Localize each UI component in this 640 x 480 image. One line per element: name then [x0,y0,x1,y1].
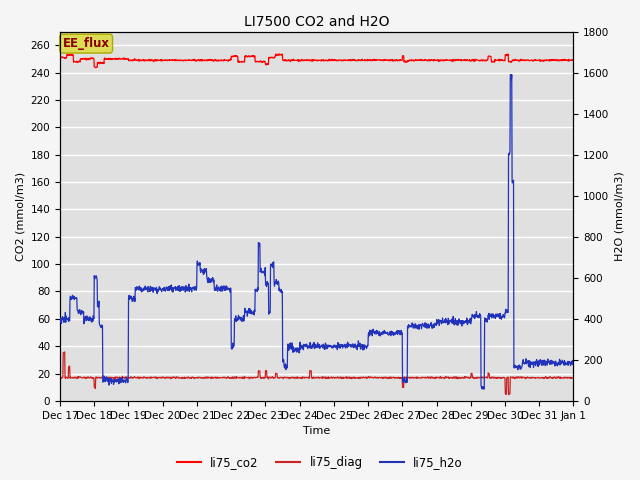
Title: LI7500 CO2 and H2O: LI7500 CO2 and H2O [244,15,390,29]
X-axis label: Time: Time [303,426,330,436]
Y-axis label: H2O (mmol/m3): H2O (mmol/m3) [615,171,625,261]
Text: EE_flux: EE_flux [63,37,109,50]
Legend: li75_co2, li75_diag, li75_h2o: li75_co2, li75_diag, li75_h2o [172,452,468,474]
Y-axis label: CO2 (mmol/m3): CO2 (mmol/m3) [15,172,25,261]
